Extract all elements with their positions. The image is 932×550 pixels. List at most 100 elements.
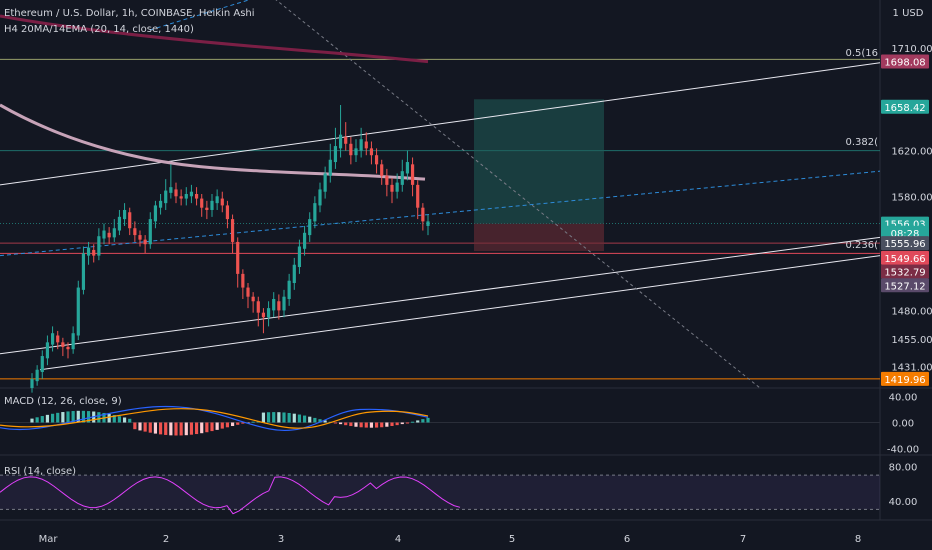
macd-histogram-bar bbox=[143, 422, 147, 432]
candle-body bbox=[179, 196, 183, 199]
y-tick-label: 1431.00 bbox=[891, 362, 932, 373]
y-tick-label: 1710.00 bbox=[891, 44, 932, 55]
macd-histogram-bar bbox=[297, 414, 302, 423]
macd-histogram-bar bbox=[56, 412, 60, 423]
chart-title: Ethereum / U.S. Dollar, 1h, COINBASE, He… bbox=[4, 8, 255, 19]
macd-histogram-bar bbox=[405, 422, 410, 424]
macd-histogram-bar bbox=[395, 422, 399, 426]
candle-body bbox=[338, 134, 343, 149]
macd-y-tick: 0.00 bbox=[892, 419, 914, 430]
macd-histogram-bar bbox=[133, 422, 137, 430]
macd-histogram-bar bbox=[302, 415, 307, 423]
x-tick-label: 2 bbox=[163, 534, 169, 545]
candle-body bbox=[194, 194, 199, 199]
macd-histogram-bar bbox=[230, 422, 235, 427]
candle-body bbox=[344, 136, 348, 144]
macd-histogram-bar bbox=[97, 412, 101, 423]
x-tick-label: 4 bbox=[395, 534, 401, 545]
candle-body bbox=[35, 369, 39, 382]
candle-body bbox=[266, 308, 271, 318]
candle-body bbox=[426, 221, 430, 226]
macd-histogram-bar bbox=[220, 422, 224, 429]
macd-histogram-bar bbox=[251, 421, 255, 423]
price-tag-label: 08:28 bbox=[891, 229, 920, 240]
macd-histogram-bar bbox=[236, 422, 240, 425]
candle-body bbox=[272, 298, 276, 311]
candle-body bbox=[277, 301, 281, 311]
candle-body bbox=[416, 184, 420, 208]
candle-body bbox=[76, 287, 80, 336]
price-tag-bg bbox=[881, 278, 929, 293]
macd-histogram-bar bbox=[318, 419, 322, 423]
fib-label: 0.382( bbox=[845, 137, 878, 148]
currency-label: 1 USD bbox=[893, 8, 924, 19]
candle-body bbox=[143, 239, 147, 245]
macd-histogram-bar bbox=[158, 422, 163, 435]
macd-histogram-bar bbox=[148, 422, 152, 433]
candle-body bbox=[61, 342, 65, 347]
candle-body bbox=[308, 219, 312, 236]
macd-histogram-bar bbox=[241, 422, 245, 424]
macd-histogram-bar bbox=[225, 422, 230, 428]
y-tick-label: 1620.00 bbox=[891, 147, 932, 158]
candle-body bbox=[230, 219, 235, 242]
candle-body bbox=[128, 212, 132, 229]
channel-base-line bbox=[39, 255, 881, 371]
position-loss-zone bbox=[474, 223, 604, 252]
macd-y-tick: 40.00 bbox=[889, 393, 918, 404]
macd-histogram-bar bbox=[179, 422, 183, 436]
candle-body bbox=[133, 228, 137, 236]
price-tag-label: 1419.96 bbox=[884, 375, 925, 386]
candle-body bbox=[323, 173, 327, 192]
price-tag-bg bbox=[881, 264, 929, 279]
price-tag-bg bbox=[881, 236, 929, 251]
candle-body bbox=[210, 200, 214, 210]
candle-body bbox=[169, 187, 173, 193]
candle-body bbox=[56, 335, 60, 343]
candle-body bbox=[102, 230, 106, 239]
candle-body bbox=[302, 232, 307, 249]
candle-body bbox=[138, 235, 142, 240]
macd-histogram-bar bbox=[359, 422, 363, 428]
candle-body bbox=[112, 228, 116, 238]
macd-histogram-bar bbox=[338, 422, 343, 425]
macd-histogram-bar bbox=[112, 415, 116, 423]
ema-14-line bbox=[0, 14, 429, 64]
macd-histogram-bar bbox=[308, 416, 312, 423]
macd-histogram-bar bbox=[128, 418, 132, 423]
candle-body bbox=[174, 189, 178, 197]
candle-body bbox=[225, 205, 230, 220]
price-tag-label: 1556.03 bbox=[884, 220, 925, 231]
rsi-y-tick: 80.00 bbox=[889, 463, 918, 474]
macd-histogram-bar bbox=[61, 412, 65, 423]
macd-histogram-bar bbox=[354, 422, 358, 427]
macd-histogram-bar bbox=[215, 422, 219, 430]
macd-histogram-bar bbox=[374, 422, 379, 428]
macd-label: MACD (12, 26, close, 9) bbox=[4, 396, 122, 407]
signal-line bbox=[0, 408, 429, 429]
candle-body bbox=[421, 207, 425, 222]
fib-label: 0.5(16 bbox=[845, 48, 878, 59]
candle-body bbox=[246, 287, 250, 297]
macd-histogram-bar bbox=[107, 413, 111, 423]
price-tag-bg bbox=[881, 250, 929, 265]
candle-body bbox=[92, 249, 96, 256]
macd-histogram-bar bbox=[390, 422, 394, 427]
macd-histogram-bar bbox=[344, 422, 348, 426]
macd-histogram-bar bbox=[81, 410, 86, 423]
candle-body bbox=[107, 232, 111, 238]
macd-histogram-bar bbox=[313, 417, 317, 423]
candle-body bbox=[287, 280, 291, 299]
price-tag-bg bbox=[881, 54, 929, 69]
macd-histogram-bar bbox=[205, 422, 209, 433]
price-tag-bg bbox=[881, 371, 929, 386]
candle-body bbox=[158, 200, 163, 208]
candle-body bbox=[313, 203, 317, 222]
macd-y-tick: -40.00 bbox=[887, 445, 919, 456]
macd-histogram-bar bbox=[282, 412, 286, 423]
candle-body bbox=[117, 216, 122, 231]
candle-body bbox=[292, 264, 296, 284]
candle-body bbox=[282, 296, 286, 311]
macd-histogram-bar bbox=[50, 413, 55, 423]
